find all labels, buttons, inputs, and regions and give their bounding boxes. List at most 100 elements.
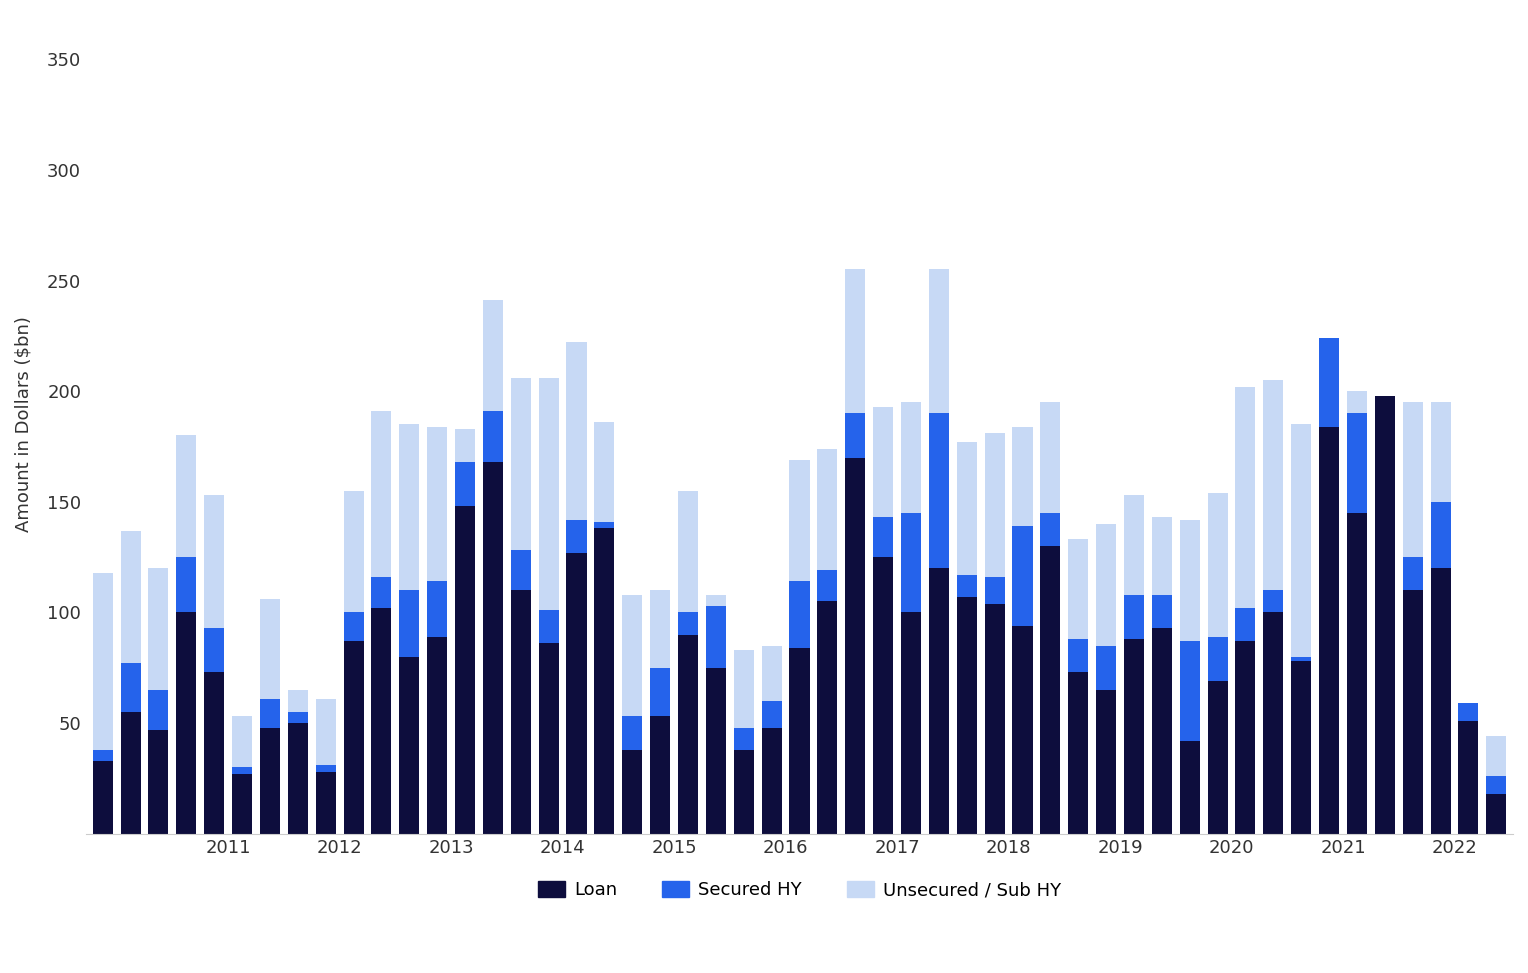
Bar: [148, 690, 168, 730]
Bar: [510, 551, 530, 591]
Bar: [344, 612, 364, 641]
Bar: [93, 573, 113, 749]
Bar: [1458, 721, 1479, 834]
Bar: [205, 495, 225, 628]
Bar: [929, 270, 949, 414]
Bar: [1068, 672, 1088, 834]
Bar: [1291, 661, 1311, 834]
Bar: [483, 462, 503, 834]
Bar: [176, 436, 197, 558]
Bar: [1207, 636, 1227, 681]
Bar: [1487, 737, 1507, 776]
Bar: [1125, 595, 1144, 639]
Bar: [678, 612, 698, 634]
Bar: [121, 664, 141, 712]
Bar: [902, 402, 921, 513]
Bar: [371, 411, 391, 577]
Bar: [539, 610, 559, 643]
Bar: [510, 378, 530, 551]
Bar: [176, 612, 197, 834]
Bar: [929, 414, 949, 568]
Bar: [567, 342, 587, 520]
Bar: [483, 411, 503, 462]
Bar: [649, 716, 671, 834]
Bar: [148, 730, 168, 834]
Bar: [872, 407, 894, 518]
Bar: [594, 522, 614, 528]
Bar: [1487, 794, 1507, 834]
Bar: [706, 667, 726, 834]
Bar: [845, 457, 865, 834]
Bar: [148, 568, 168, 690]
Bar: [984, 603, 1004, 834]
Bar: [817, 570, 837, 601]
Bar: [287, 712, 307, 723]
Bar: [344, 490, 364, 612]
Bar: [316, 765, 336, 772]
Bar: [1041, 402, 1060, 513]
Bar: [93, 749, 113, 761]
Bar: [1346, 391, 1368, 414]
Bar: [649, 667, 671, 716]
Bar: [567, 553, 587, 834]
Bar: [428, 426, 448, 582]
Bar: [845, 414, 865, 457]
Bar: [1207, 493, 1227, 636]
Legend: Loan, Secured HY, Unsecured / Sub HY: Loan, Secured HY, Unsecured / Sub HY: [530, 874, 1068, 907]
Bar: [455, 429, 475, 462]
Bar: [790, 648, 810, 834]
Bar: [957, 575, 976, 597]
Bar: [733, 749, 753, 834]
Bar: [455, 506, 475, 834]
Bar: [929, 568, 949, 834]
Bar: [622, 749, 642, 834]
Bar: [1068, 539, 1088, 639]
Bar: [1375, 396, 1395, 834]
Bar: [287, 723, 307, 834]
Bar: [1264, 591, 1284, 612]
Bar: [232, 774, 252, 834]
Bar: [371, 608, 391, 834]
Bar: [93, 761, 113, 834]
Bar: [1291, 424, 1311, 657]
Bar: [817, 601, 837, 834]
Bar: [371, 577, 391, 608]
Bar: [622, 716, 642, 749]
Bar: [984, 577, 1004, 603]
Bar: [1152, 518, 1172, 595]
Bar: [1403, 591, 1423, 834]
Bar: [1403, 402, 1423, 558]
Bar: [399, 591, 419, 657]
Bar: [455, 462, 475, 506]
Bar: [678, 634, 698, 834]
Bar: [706, 595, 726, 606]
Bar: [1430, 568, 1450, 834]
Bar: [483, 301, 503, 411]
Bar: [1013, 526, 1033, 626]
Bar: [260, 599, 280, 699]
Bar: [510, 591, 530, 834]
Bar: [316, 699, 336, 765]
Bar: [1236, 386, 1256, 608]
Bar: [1264, 380, 1284, 591]
Y-axis label: Amount in Dollars ($bn): Amount in Dollars ($bn): [15, 316, 34, 532]
Bar: [678, 490, 698, 612]
Bar: [1291, 657, 1311, 661]
Bar: [1180, 740, 1199, 834]
Bar: [287, 690, 307, 712]
Bar: [872, 558, 894, 834]
Bar: [1152, 628, 1172, 834]
Bar: [1013, 626, 1033, 834]
Bar: [845, 270, 865, 414]
Bar: [567, 520, 587, 553]
Bar: [1319, 426, 1339, 834]
Bar: [1207, 681, 1227, 834]
Bar: [316, 772, 336, 834]
Bar: [1013, 426, 1033, 526]
Bar: [957, 442, 976, 575]
Bar: [1346, 414, 1368, 513]
Bar: [706, 606, 726, 667]
Bar: [176, 558, 197, 612]
Bar: [1319, 338, 1339, 426]
Bar: [1068, 639, 1088, 672]
